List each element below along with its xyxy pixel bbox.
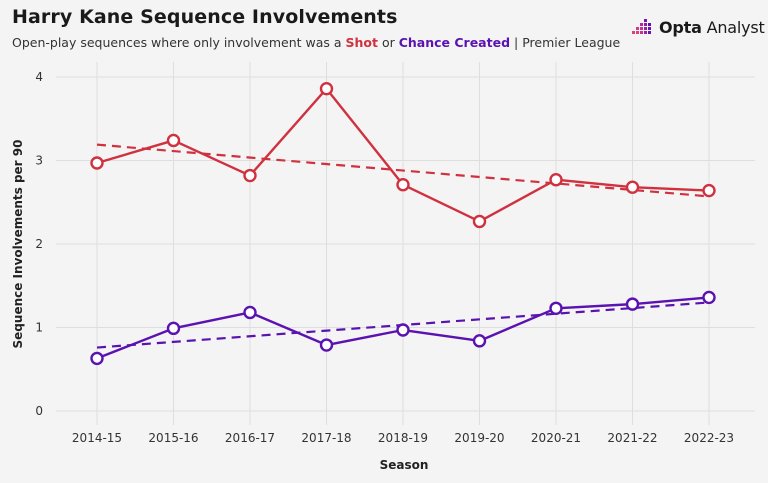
shot-point	[702, 183, 716, 198]
x-tick-label: 2015-16	[148, 431, 198, 445]
x-tick-label: 2021-22	[607, 431, 657, 445]
chance-created-point	[472, 334, 487, 348]
x-tick-label: 2014-15	[72, 431, 122, 445]
y-axis-ticks: 0 1 2 3 4	[35, 70, 43, 418]
chance-created-point	[702, 290, 716, 305]
shot-point	[90, 156, 104, 170]
x-tick-label: 2020-21	[531, 431, 581, 445]
shot-point	[243, 168, 257, 183]
data-points	[90, 81, 716, 366]
shot-point	[472, 214, 487, 229]
chart-title: Harry Kane Sequence Involvements	[12, 6, 398, 28]
subtitle-chance-label: Chance Created	[398, 35, 511, 50]
opta-logo-icon	[632, 19, 651, 34]
chance-created-point	[625, 297, 640, 311]
chance-created-point	[319, 338, 334, 352]
logo-product: Analyst	[706, 17, 765, 37]
subtitle-prefix: Open-play sequences where only involveme…	[12, 35, 346, 50]
shot-point	[549, 173, 563, 187]
x-axis-label: Season	[380, 458, 429, 472]
shot-point	[319, 81, 334, 96]
x-tick-label: 2019-20	[454, 431, 504, 445]
gridlines	[56, 62, 755, 425]
chance-created-point	[396, 323, 410, 337]
x-tick-label: 2017-18	[301, 431, 351, 445]
shot-trend-line	[96, 143, 710, 198]
logo-brand: Opta	[659, 17, 702, 37]
y-tick-label: 2	[35, 237, 43, 251]
x-tick-label: 2022-23	[684, 431, 734, 445]
x-axis-ticks: 2014-15 2015-16 2016-17 2017-18 2018-19 2019-…	[72, 431, 734, 445]
chance-created-point	[243, 305, 257, 320]
y-tick-label: 1	[35, 321, 43, 335]
logo-text: Opta Analyst	[659, 18, 765, 37]
shot-point	[396, 178, 410, 192]
chance-created-point	[90, 351, 104, 366]
subtitle-or: or	[377, 35, 399, 50]
subtitle-suffix: | Premier League	[510, 35, 621, 50]
y-axis-label: Sequence Involvements per 90	[11, 140, 25, 349]
y-tick-label: 4	[35, 70, 43, 84]
y-tick-label: 0	[35, 404, 43, 418]
opta-analyst-logo: Opta Analyst	[632, 16, 765, 38]
y-tick-label: 3	[35, 154, 43, 168]
shot-point	[166, 133, 181, 148]
x-tick-label: 2016-17	[225, 431, 275, 445]
chance-created-point	[166, 321, 181, 336]
chart-subtitle: Open-play sequences where only involveme…	[12, 35, 620, 50]
shot-point	[625, 180, 640, 194]
chance-created-point	[549, 301, 563, 315]
subtitle-shot-label: Shot	[345, 35, 378, 50]
x-tick-label: 2018-19	[378, 431, 428, 445]
